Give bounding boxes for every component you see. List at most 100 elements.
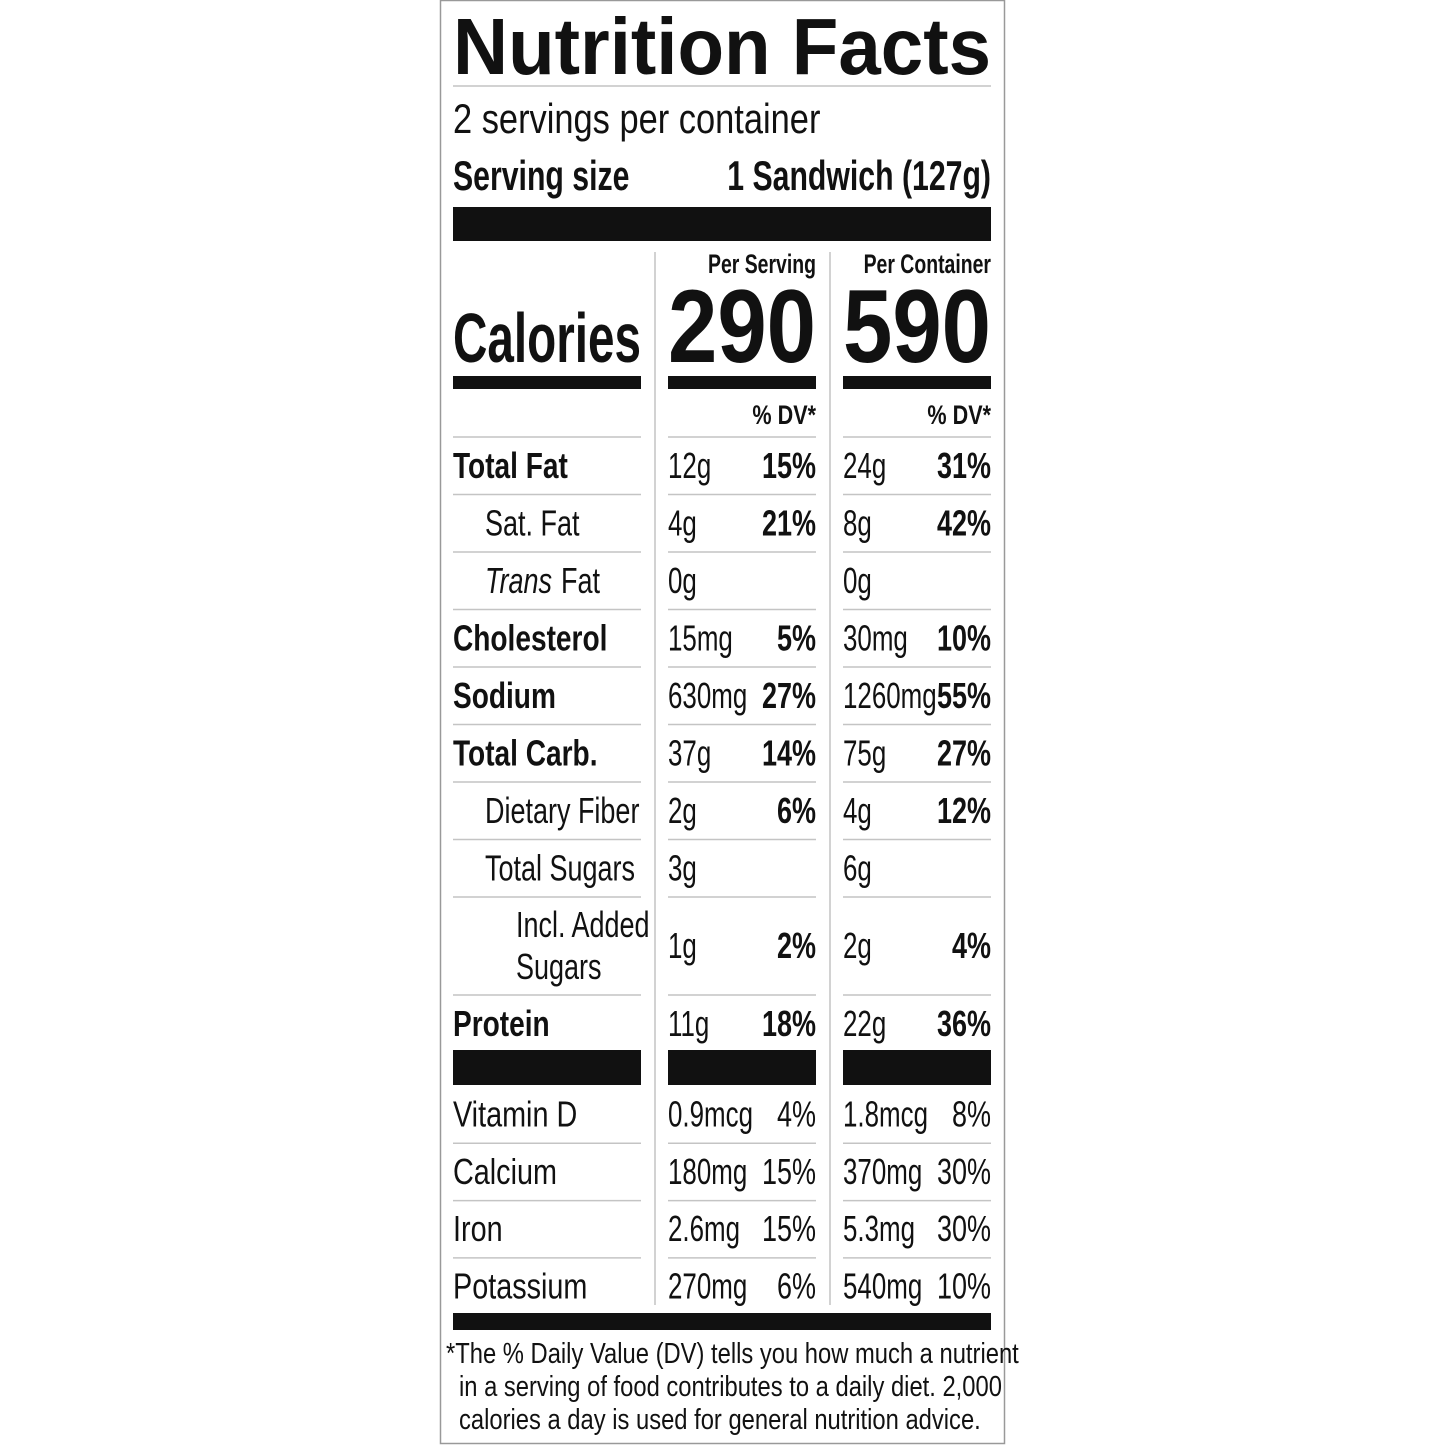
nutrient-dv-group: 42% bbox=[937, 502, 991, 543]
nutrient-dv: 10% bbox=[937, 617, 991, 658]
vitamin-dv: 8% bbox=[952, 1094, 991, 1135]
vitamin-amount-group: 0.9mcg bbox=[668, 1094, 753, 1134]
vitamin-amount: 0.9mcg bbox=[668, 1094, 753, 1134]
nutrient-name: Fat bbox=[561, 560, 600, 601]
column-header-group: Per Container bbox=[864, 249, 991, 279]
vitamin-amount: 5.3mg bbox=[843, 1209, 915, 1249]
nutrient-dv-group: 36% bbox=[937, 1003, 991, 1044]
nutrient-dv-group: 55% bbox=[937, 675, 991, 716]
nutrient-name: Sat. Fat bbox=[485, 502, 580, 543]
vitamin-dv: 15% bbox=[762, 1208, 816, 1249]
nutrient-amount: 22g bbox=[843, 1004, 886, 1044]
footnote-line: calories a day is used for general nutri… bbox=[459, 1403, 981, 1436]
dv-header-group: % DV* bbox=[927, 401, 991, 431]
vitamin-dv: 30% bbox=[937, 1208, 991, 1249]
nutrient-amount-group: 2g bbox=[843, 926, 872, 966]
vitamin-amount-group: 2.6mg bbox=[668, 1209, 740, 1249]
nutrient-amount-group: 1g bbox=[668, 926, 697, 966]
nutrient-name-group: Incl. Added bbox=[516, 904, 650, 945]
vitamin-dv: 10% bbox=[937, 1266, 991, 1307]
nutrient-dv-group: 4% bbox=[952, 925, 991, 966]
vitamin-dv: 15% bbox=[762, 1151, 816, 1192]
nutrient-amount: 1260mg bbox=[843, 676, 937, 716]
nutrient-dv: 14% bbox=[762, 732, 816, 773]
calories-bar bbox=[453, 376, 641, 389]
nutrient-name-group: Dietary Fiber bbox=[485, 790, 640, 831]
nutrient-dv: 15% bbox=[762, 445, 816, 486]
nutrient-amount-group: 6g bbox=[843, 848, 872, 888]
nutrient-name-group: Protein bbox=[453, 1003, 550, 1043]
vitamin-amount: 270mg bbox=[668, 1266, 747, 1306]
nutrient-name-group: Cholesterol bbox=[453, 618, 607, 658]
serving-size-label-group: Serving size bbox=[453, 152, 629, 199]
nutrient-dv-group: 14% bbox=[762, 732, 816, 773]
vitamin-name-group: Potassium bbox=[453, 1265, 587, 1306]
footnote-line-group: calories a day is used for general nutri… bbox=[459, 1403, 981, 1436]
calories-bar bbox=[668, 376, 816, 389]
nutrient-amount: 1g bbox=[668, 926, 697, 966]
nutrient-dv: 31% bbox=[937, 445, 991, 486]
nutrient-amount: 4g bbox=[668, 503, 697, 543]
nutrient-name-italic-group: Trans bbox=[485, 560, 552, 601]
footnote-line: *The % Daily Value (DV) tells you how mu… bbox=[446, 1337, 1019, 1370]
vitamin-amount-group: 540mg bbox=[843, 1266, 922, 1306]
servings-per-container: 2 servings per container bbox=[453, 96, 821, 143]
nutrient-amount-group: 11g bbox=[668, 1004, 709, 1044]
nutrient-name-group: Total Sugars bbox=[485, 847, 635, 888]
vitamin-name: Potassium bbox=[453, 1265, 587, 1306]
vitamin-name: Vitamin D bbox=[453, 1093, 577, 1134]
nutrient-amount: 4g bbox=[843, 791, 872, 831]
nutrient-name: Dietary Fiber bbox=[485, 790, 640, 831]
nutrient-dv: 55% bbox=[937, 675, 991, 716]
title: Nutrition Facts bbox=[453, 2, 991, 91]
nutrient-dv: 2% bbox=[777, 925, 816, 966]
nutrient-name: Sodium bbox=[453, 675, 556, 715]
nutrient-amount: 3g bbox=[668, 848, 697, 888]
nutrient-dv: 27% bbox=[937, 732, 991, 773]
nutrient-name: Sugars bbox=[516, 946, 601, 987]
vitamin-dv-group: 30% bbox=[937, 1151, 991, 1192]
nutrient-amount-group: 4g bbox=[843, 791, 872, 831]
vitamin-amount: 370mg bbox=[843, 1152, 922, 1192]
vitamin-dv-group: 4% bbox=[777, 1094, 816, 1135]
nutrient-amount: 12g bbox=[668, 446, 711, 486]
nutrient-dv: 27% bbox=[762, 675, 816, 716]
nutrient-amount: 2g bbox=[843, 926, 872, 966]
vitamin-dv: 30% bbox=[937, 1151, 991, 1192]
nutrient-dv: 42% bbox=[937, 502, 991, 543]
vitamin-name: Iron bbox=[453, 1208, 503, 1249]
thick-bar bbox=[843, 1050, 991, 1085]
nutrient-dv: 4% bbox=[952, 925, 991, 966]
vitamin-amount-group: 270mg bbox=[668, 1266, 747, 1306]
nutrient-amount-group: 15mg bbox=[668, 618, 733, 658]
nutrient-amount-group: 75g bbox=[843, 733, 886, 773]
nutrient-name-group: Fat bbox=[561, 560, 600, 601]
nutrient-amount-group: 1260mg bbox=[843, 676, 937, 716]
nutrient-dv: 36% bbox=[937, 1003, 991, 1044]
nutrient-name-italic: Trans bbox=[485, 560, 552, 601]
dv-header: % DV* bbox=[752, 401, 816, 431]
vitamin-dv: 6% bbox=[777, 1266, 816, 1307]
nutrient-name: Cholesterol bbox=[453, 618, 607, 658]
nutrient-dv-group: 2% bbox=[777, 925, 816, 966]
vitamin-name: Calcium bbox=[453, 1151, 557, 1192]
nutrient-amount-group: 3g bbox=[668, 848, 697, 888]
calories-value-group: 290 bbox=[668, 269, 816, 385]
nutrient-amount: 15mg bbox=[668, 618, 733, 658]
dv-header-group: % DV* bbox=[752, 401, 816, 431]
nutrient-dv-group: 18% bbox=[762, 1003, 816, 1044]
nutrient-amount: 2g bbox=[668, 791, 697, 831]
nutrient-name-group: Sodium bbox=[453, 675, 556, 715]
nutrient-amount-group: 630mg bbox=[668, 676, 747, 716]
nutrient-dv-group: 21% bbox=[762, 502, 816, 543]
calories-bar bbox=[843, 376, 991, 389]
nutrient-amount: 24g bbox=[843, 446, 886, 486]
column-header: Per Container bbox=[864, 249, 991, 279]
nutrient-amount: 6g bbox=[843, 848, 872, 888]
nutrient-name: Total Carb. bbox=[453, 733, 597, 773]
nutrient-name-group: Total Carb. bbox=[453, 733, 597, 773]
calories-value: 590 bbox=[843, 269, 991, 385]
calories-value: 290 bbox=[668, 269, 816, 385]
nutrient-amount-group: 24g bbox=[843, 446, 886, 486]
